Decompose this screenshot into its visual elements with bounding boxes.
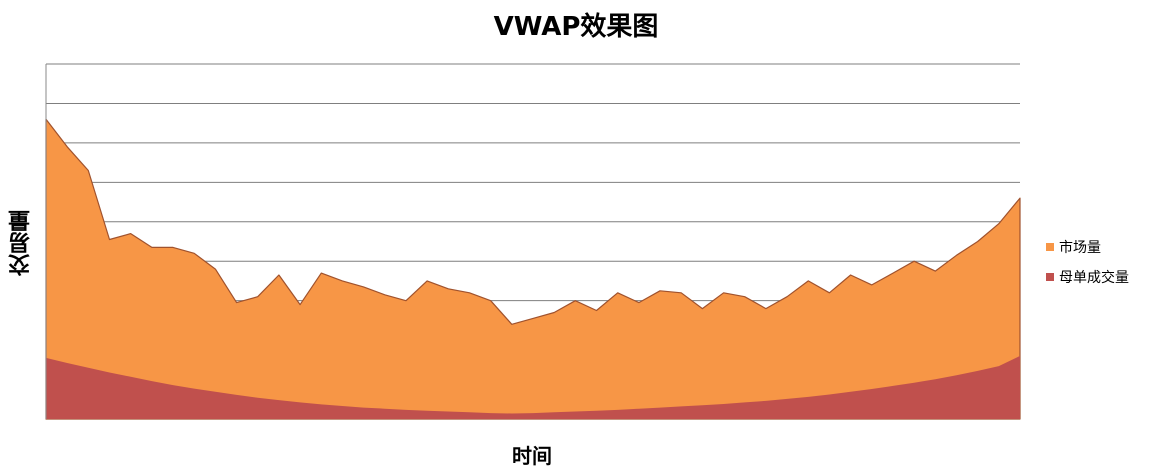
- legend-label-parent-order-volume: 母单成交量: [1059, 270, 1129, 286]
- legend-label-market-volume: 市场量: [1059, 240, 1101, 256]
- legend-item-parent-order-volume: 母单成交量: [1046, 266, 1129, 288]
- legend-swatch-market-volume: [1046, 243, 1054, 251]
- legend-item-market-volume: 市场量: [1046, 236, 1129, 258]
- chart-title: VWAP效果图: [493, 12, 659, 42]
- area-series: [45, 118, 1021, 420]
- x-axis-label: 时间: [512, 444, 552, 468]
- legend: 市场量 母单成交量: [1046, 236, 1129, 296]
- area-parent-order-volume: [46, 355, 1020, 419]
- area-market-volume: [45, 118, 1021, 420]
- legend-swatch-parent-order-volume: [1046, 273, 1054, 281]
